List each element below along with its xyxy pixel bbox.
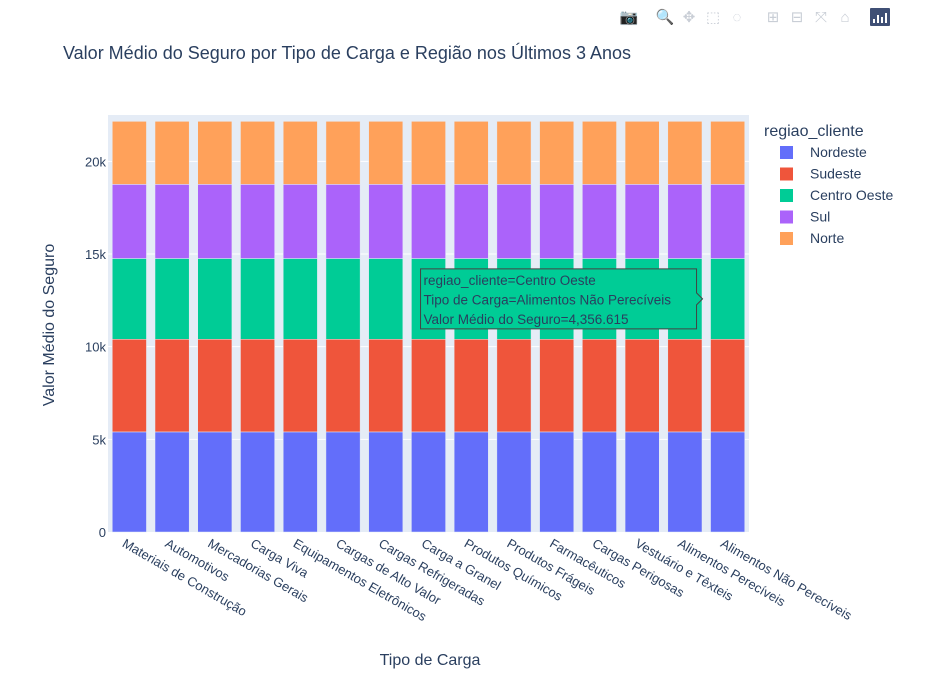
bar-norte[interactable] — [198, 121, 232, 184]
hover-tooltip: regiao_cliente=Centro Oeste Tipo de Carga… — [421, 269, 703, 329]
bar-norte[interactable] — [582, 121, 616, 184]
bar-centro-oeste[interactable] — [198, 259, 232, 340]
bar-centro-oeste[interactable] — [240, 259, 274, 340]
bar-sul[interactable] — [240, 184, 274, 258]
bar-norte[interactable] — [540, 121, 574, 184]
y-tick-label: 20k — [85, 154, 106, 169]
bar-nordeste[interactable] — [240, 432, 274, 532]
bar-sul[interactable] — [369, 184, 403, 258]
bar-nordeste[interactable] — [155, 432, 189, 532]
chart-title: Valor Médio do Seguro por Tipo de Carga … — [63, 42, 631, 63]
bar-norte[interactable] — [668, 121, 702, 184]
bar-sudeste[interactable] — [326, 339, 360, 432]
bar-sudeste[interactable] — [198, 339, 232, 432]
legend-swatch[interactable] — [780, 211, 793, 224]
legend-title: regiao_cliente — [764, 123, 864, 140]
legend-swatch[interactable] — [780, 168, 793, 181]
y-tick-label: 15k — [85, 247, 106, 262]
y-tick-label: 0 — [99, 525, 106, 540]
bar-sudeste[interactable] — [454, 339, 488, 432]
bar-nordeste[interactable] — [112, 432, 146, 532]
bar-norte[interactable] — [369, 121, 403, 184]
bar-sul[interactable] — [326, 184, 360, 258]
bar-sul[interactable] — [454, 184, 488, 258]
y-axis-label: Valor Médio do Seguro — [41, 244, 58, 407]
bar-nordeste[interactable] — [497, 432, 531, 532]
bar-sudeste[interactable] — [411, 339, 445, 432]
bar-norte[interactable] — [411, 121, 445, 184]
bar-sul[interactable] — [411, 184, 445, 258]
x-axis-label: Tipo de Carga — [380, 652, 481, 669]
bar-centro-oeste[interactable] — [711, 259, 745, 340]
bar-sul[interactable] — [668, 184, 702, 258]
legend-item-label[interactable]: Sudeste — [810, 166, 862, 182]
tooltip-line: Valor Médio do Seguro=4,356.615 — [424, 312, 629, 327]
bar-nordeste[interactable] — [198, 432, 232, 532]
bar-nordeste[interactable] — [668, 432, 702, 532]
bar-sudeste[interactable] — [582, 339, 616, 432]
bar-sul[interactable] — [155, 184, 189, 258]
bar-nordeste[interactable] — [540, 432, 574, 532]
bar-sul[interactable] — [711, 184, 745, 258]
y-tick-label: 5k — [92, 432, 106, 447]
x-tick-labels: Materiais de ConstruçãoAutomotivosMercad… — [120, 536, 855, 625]
tooltip-line: Tipo de Carga=Alimentos Não Perecíveis — [424, 292, 672, 307]
bar-sudeste[interactable] — [240, 339, 274, 432]
bar-norte[interactable] — [326, 121, 360, 184]
bar-sudeste[interactable] — [112, 339, 146, 432]
bar-sudeste[interactable] — [369, 339, 403, 432]
bar-sudeste[interactable] — [540, 339, 574, 432]
bar-nordeste[interactable] — [283, 432, 317, 532]
legend-item-label[interactable]: Norte — [810, 230, 844, 246]
bar-sul[interactable] — [497, 184, 531, 258]
y-tick-labels: 0 5k 10k 15k 20k — [85, 154, 106, 540]
bar-sul[interactable] — [625, 184, 659, 258]
bar-nordeste[interactable] — [454, 432, 488, 532]
legend-item-label[interactable]: Centro Oeste — [810, 187, 893, 203]
bar-norte[interactable] — [625, 121, 659, 184]
bar-nordeste[interactable] — [711, 432, 745, 532]
bar-sul[interactable] — [540, 184, 574, 258]
bar-nordeste[interactable] — [411, 432, 445, 532]
y-tick-label: 10k — [85, 340, 106, 355]
bar-sudeste[interactable] — [497, 339, 531, 432]
bar-sudeste[interactable] — [711, 339, 745, 432]
bar-sudeste[interactable] — [283, 339, 317, 432]
legend-swatch[interactable] — [780, 146, 793, 159]
legend-swatch[interactable] — [780, 232, 793, 245]
bar-norte[interactable] — [283, 121, 317, 184]
bar-norte[interactable] — [112, 121, 146, 184]
legend-item-label[interactable]: Nordeste — [810, 144, 867, 160]
bar-centro-oeste[interactable] — [112, 259, 146, 340]
bar-norte[interactable] — [155, 121, 189, 184]
bar-sudeste[interactable] — [625, 339, 659, 432]
bar-sul[interactable] — [112, 184, 146, 258]
tooltip-line: regiao_cliente=Centro Oeste — [424, 273, 596, 288]
bar-norte[interactable] — [240, 121, 274, 184]
legend-swatch[interactable] — [780, 189, 793, 202]
bar-sul[interactable] — [582, 184, 616, 258]
bar-norte[interactable] — [711, 121, 745, 184]
legend: Nordeste Sudeste Centro Oeste Sul Norte — [780, 144, 893, 246]
bar-sudeste[interactable] — [668, 339, 702, 432]
bar-norte[interactable] — [497, 121, 531, 184]
legend-item-label[interactable]: Sul — [810, 209, 830, 225]
bar-centro-oeste[interactable] — [155, 259, 189, 340]
bar-sul[interactable] — [283, 184, 317, 258]
bar-nordeste[interactable] — [369, 432, 403, 532]
bar-sul[interactable] — [198, 184, 232, 258]
bar-nordeste[interactable] — [582, 432, 616, 532]
bar-nordeste[interactable] — [625, 432, 659, 532]
bar-nordeste[interactable] — [326, 432, 360, 532]
bar-centro-oeste[interactable] — [326, 259, 360, 340]
bar-norte[interactable] — [454, 121, 488, 184]
bar-centro-oeste[interactable] — [283, 259, 317, 340]
bar-centro-oeste[interactable] — [369, 259, 403, 340]
bar-sudeste[interactable] — [155, 339, 189, 432]
